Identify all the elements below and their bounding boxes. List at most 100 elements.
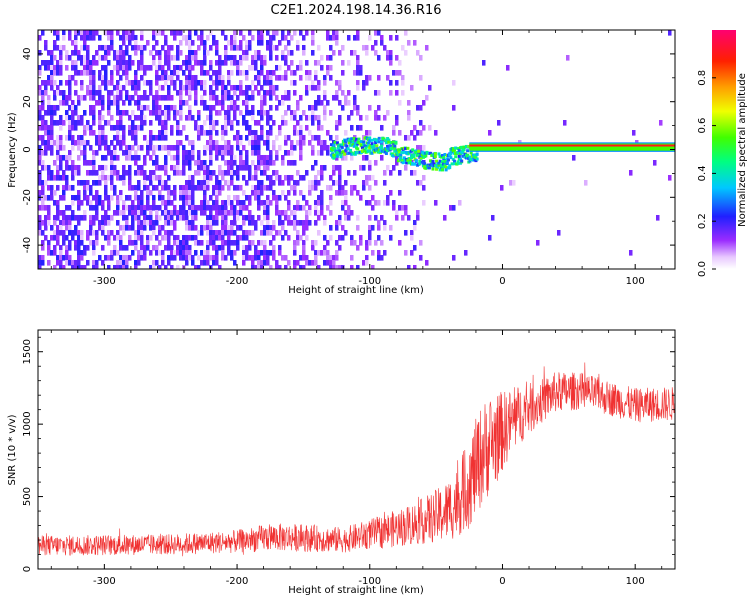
heatmap-cell bbox=[110, 250, 114, 256]
signal-cell bbox=[395, 150, 399, 154]
heatmap-cell bbox=[410, 235, 414, 241]
heatmap-cell bbox=[47, 145, 51, 151]
heatmap-cell bbox=[401, 205, 405, 211]
heatmap-cell bbox=[266, 40, 270, 46]
heatmap-cell bbox=[224, 130, 228, 136]
heatmap-cell bbox=[245, 105, 249, 111]
heatmap-cell bbox=[206, 50, 210, 56]
heatmap-cell bbox=[86, 85, 90, 91]
heatmap-cell bbox=[233, 155, 237, 161]
heatmap-cell bbox=[179, 90, 183, 96]
heatmap-cell bbox=[257, 240, 261, 246]
heatmap-cell bbox=[392, 200, 396, 206]
heatmap-cell bbox=[125, 50, 129, 56]
heatmap-cell bbox=[173, 195, 177, 201]
heatmap-cell bbox=[242, 190, 246, 196]
heatmap-cell bbox=[203, 190, 207, 196]
heatmap-cell bbox=[323, 220, 327, 226]
heatmap-cell bbox=[164, 115, 168, 121]
signal-cell bbox=[458, 157, 462, 161]
heatmap-cell bbox=[236, 235, 240, 241]
heatmap-cell bbox=[38, 135, 42, 141]
heatmap-cell bbox=[134, 40, 138, 46]
heatmap-cell bbox=[191, 140, 195, 146]
heatmap-cell bbox=[269, 40, 273, 46]
heatmap-cell bbox=[356, 225, 360, 231]
heatmap-cell bbox=[389, 190, 393, 196]
heatmap-cell bbox=[182, 245, 186, 251]
heatmap-cell bbox=[50, 250, 54, 256]
heatmap-cell bbox=[284, 95, 288, 101]
heatmap-cell bbox=[128, 55, 132, 61]
heatmap-cell bbox=[86, 30, 90, 36]
heatmap-cell bbox=[245, 155, 249, 161]
heatmap-cell bbox=[230, 60, 234, 66]
heatmap-cell bbox=[248, 195, 252, 201]
heatmap-cell bbox=[71, 265, 75, 269]
heatmap-cell bbox=[113, 210, 117, 216]
heatmap-cell bbox=[110, 100, 114, 106]
heatmap-cell bbox=[224, 125, 228, 131]
heatmap-cell bbox=[86, 160, 90, 166]
heatmap-cell bbox=[77, 205, 81, 211]
signal-cell bbox=[406, 146, 410, 150]
heatmap-cell bbox=[200, 225, 204, 231]
heatmap-cell bbox=[443, 215, 447, 221]
heatmap-cell bbox=[122, 140, 126, 146]
heatmap-cell bbox=[188, 250, 192, 256]
heatmap-cell bbox=[452, 105, 456, 111]
signal-cell bbox=[349, 143, 353, 147]
heatmap-cell bbox=[314, 200, 318, 206]
heatmap-cell bbox=[200, 160, 204, 166]
heatmap-cell bbox=[44, 195, 48, 201]
heatmap-cell bbox=[161, 130, 165, 136]
heatmap-cell bbox=[290, 35, 294, 41]
heatmap-cell bbox=[134, 135, 138, 141]
heatmap-cell bbox=[224, 60, 228, 66]
heatmap-cell bbox=[38, 35, 42, 41]
heatmap-cell bbox=[302, 230, 306, 236]
heatmap-cell bbox=[107, 230, 111, 236]
heatmap-cell bbox=[137, 80, 141, 86]
heatmap-cell bbox=[266, 135, 270, 141]
colorbar: 0.00.20.40.60.8 Normalized spectral ampl… bbox=[697, 30, 748, 277]
heatmap-cell bbox=[212, 140, 216, 146]
heatmap-cell bbox=[317, 150, 321, 156]
heatmap-cell bbox=[374, 30, 378, 36]
heatmap-cell bbox=[47, 260, 51, 266]
heatmap-cell bbox=[65, 185, 69, 191]
heatmap-cell bbox=[209, 65, 213, 71]
heatmap-cell bbox=[293, 110, 297, 116]
heatmap-cell bbox=[221, 215, 225, 221]
heatmap-cell bbox=[131, 30, 135, 36]
heatmap-cell bbox=[173, 145, 177, 151]
heatmap-cell bbox=[95, 100, 99, 106]
heatmap-cell bbox=[68, 240, 72, 246]
heatmap-cell bbox=[116, 110, 120, 116]
heatmap-cell bbox=[212, 125, 216, 131]
heatmap-cell bbox=[62, 255, 66, 261]
heatmap-cell bbox=[206, 240, 210, 246]
heatmap-cell bbox=[173, 80, 177, 86]
heatmap-cell bbox=[275, 45, 279, 51]
heatmap-cell bbox=[185, 255, 189, 261]
heatmap-cell bbox=[71, 210, 75, 216]
heatmap-cell bbox=[119, 240, 123, 246]
heatmap-cell bbox=[230, 220, 234, 226]
heatmap-cell bbox=[122, 50, 126, 56]
heatmap-cell bbox=[233, 195, 237, 201]
heatmap-cell bbox=[200, 60, 204, 66]
heatmap-cell bbox=[116, 85, 120, 91]
heatmap-cell bbox=[236, 185, 240, 191]
signal-cell bbox=[421, 151, 425, 155]
heatmap-cell bbox=[125, 75, 129, 81]
heatmap-cell bbox=[68, 80, 72, 86]
heatmap-cell bbox=[131, 250, 135, 256]
heatmap-cell bbox=[113, 250, 117, 256]
heatmap-cell bbox=[101, 100, 105, 106]
heatmap-cell bbox=[116, 30, 120, 36]
heatmap-cell bbox=[254, 265, 258, 269]
heatmap-cell bbox=[278, 195, 282, 201]
heatmap-cell bbox=[173, 255, 177, 261]
heatmap-cell bbox=[92, 105, 96, 111]
